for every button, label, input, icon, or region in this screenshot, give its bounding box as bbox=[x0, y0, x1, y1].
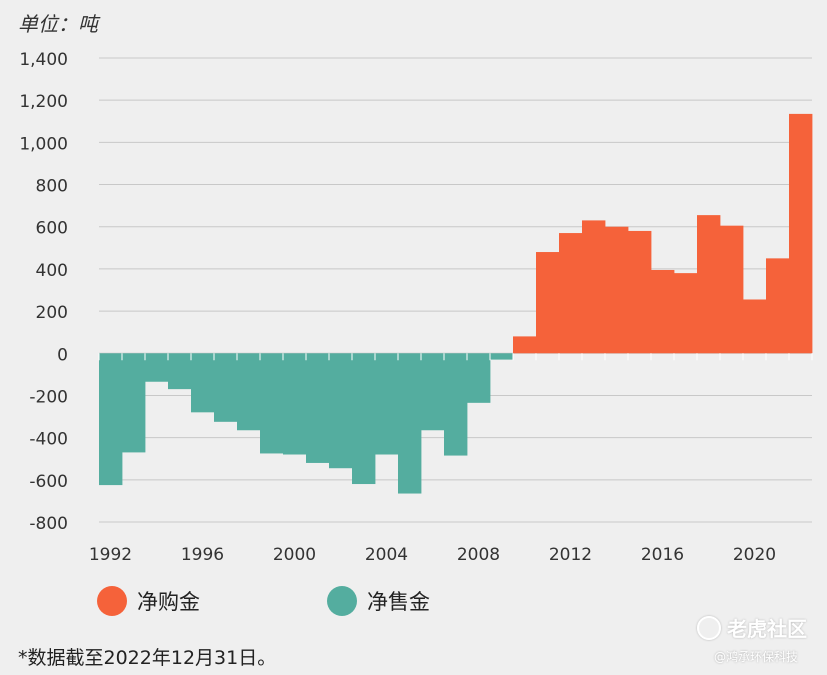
watermark-sub: @鸿承环保科技 bbox=[714, 650, 799, 664]
bar bbox=[306, 353, 330, 463]
bar-chart: -800 -600 -400 -200 0 200 400 600 800 1,000 1,200 1… bbox=[19, 50, 813, 565]
x-tick-label: 2004 bbox=[365, 545, 408, 565]
bar bbox=[720, 225, 744, 354]
bar bbox=[559, 233, 583, 354]
watermark-text: 老虎社区 bbox=[727, 617, 807, 641]
bar bbox=[789, 113, 813, 354]
y-tick-label: 600 bbox=[36, 219, 68, 239]
footnote: *数据截至2022年12月31日。 bbox=[18, 647, 277, 669]
bar bbox=[467, 353, 491, 403]
y-tick-label: 0 bbox=[57, 345, 68, 365]
axis-ticks bbox=[98, 353, 813, 361]
bar bbox=[237, 353, 261, 431]
bar bbox=[352, 353, 376, 485]
bar bbox=[99, 353, 123, 486]
bar bbox=[674, 273, 698, 354]
bar bbox=[421, 353, 445, 431]
tiger-logo-icon bbox=[697, 615, 721, 640]
y-tick-label: -200 bbox=[29, 387, 68, 407]
bar bbox=[145, 353, 169, 382]
bar bbox=[398, 353, 422, 494]
bar bbox=[260, 353, 284, 454]
bar bbox=[697, 215, 721, 354]
bar bbox=[513, 336, 537, 354]
y-tick-label: 1,200 bbox=[19, 92, 68, 112]
x-tick-label: 2012 bbox=[549, 545, 592, 565]
y-tick-label: 1,400 bbox=[19, 50, 68, 70]
bar bbox=[214, 353, 238, 422]
bar bbox=[651, 269, 675, 354]
bar bbox=[122, 353, 146, 453]
x-axis-labels: 1992 1996 2000 2004 2008 2012 2016 2020 bbox=[89, 545, 776, 565]
bar bbox=[444, 353, 468, 456]
x-tick-label: 2008 bbox=[457, 545, 500, 565]
legend-label-sell: 净售金 bbox=[367, 590, 430, 614]
bars bbox=[99, 113, 813, 494]
x-tick-label: 2000 bbox=[273, 545, 316, 565]
legend-item-buy: 净购金 bbox=[97, 586, 200, 616]
bar bbox=[605, 226, 629, 354]
y-axis-labels: -800 -600 -400 -200 0 200 400 600 800 1,000 1,200 1… bbox=[19, 50, 68, 534]
bar bbox=[168, 353, 192, 390]
y-tick-label: 800 bbox=[36, 177, 68, 197]
legend-swatch-buy bbox=[97, 586, 127, 616]
legend-label-buy: 净购金 bbox=[137, 590, 200, 614]
x-tick-label: 2016 bbox=[641, 545, 684, 565]
bar bbox=[582, 220, 606, 354]
x-tick-label: 1992 bbox=[89, 545, 132, 565]
bar bbox=[628, 230, 652, 354]
x-tick-label: 1996 bbox=[181, 545, 224, 565]
bar bbox=[536, 252, 560, 354]
watermark: 老虎社区 bbox=[697, 613, 807, 642]
bar bbox=[191, 353, 215, 413]
bar bbox=[490, 353, 514, 360]
y-tick-label: 200 bbox=[36, 303, 68, 323]
legend-swatch-sell bbox=[327, 586, 357, 616]
y-tick-label: -400 bbox=[29, 430, 68, 450]
y-tick-label: 1,000 bbox=[19, 134, 68, 154]
bar bbox=[283, 353, 307, 455]
bar bbox=[766, 258, 790, 354]
y-tick-label: 400 bbox=[36, 261, 68, 281]
y-tick-label: -600 bbox=[29, 472, 68, 492]
y-tick-label: -800 bbox=[29, 514, 68, 534]
bar bbox=[743, 299, 767, 354]
legend-item-sell: 净售金 bbox=[327, 586, 430, 616]
bar bbox=[329, 353, 353, 469]
x-tick-label: 2020 bbox=[733, 545, 776, 565]
bar bbox=[375, 353, 399, 455]
unit-label: 单位：吨 bbox=[18, 12, 98, 36]
